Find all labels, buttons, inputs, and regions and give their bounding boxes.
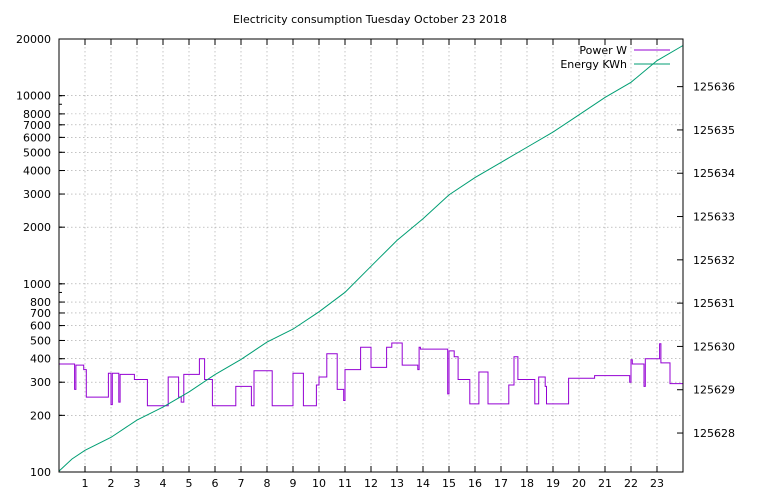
x-tick-label: 11 — [338, 477, 352, 490]
x-tick-label: 16 — [468, 477, 482, 490]
y-left-tick-label: 300 — [30, 376, 51, 389]
x-tick-label: 1 — [82, 477, 89, 490]
legend-label-energy: Energy KWh — [560, 58, 627, 71]
x-tick-label: 23 — [650, 477, 664, 490]
series-line-power-w — [59, 342, 683, 407]
x-tick-label: 2 — [108, 477, 115, 490]
y-right-tick-label: 125629 — [693, 384, 735, 397]
x-tick-label: 8 — [264, 477, 271, 490]
x-tick-label: 3 — [134, 477, 141, 490]
y-left-tick-label: 100 — [30, 466, 51, 479]
x-tick-label: 22 — [624, 477, 638, 490]
y-left-tick-label: 4000 — [23, 165, 51, 178]
x-tick-label: 6 — [212, 477, 219, 490]
series-line-energy-kwh — [58, 45, 684, 472]
legend: Power W Energy KWh — [560, 44, 670, 71]
y-left-tick-label: 3000 — [23, 188, 51, 201]
y-left-tick-label: 700 — [30, 307, 51, 320]
x-tick-label: 10 — [312, 477, 326, 490]
legend-label-power: Power W — [579, 44, 627, 57]
y-left-tick-label: 6000 — [23, 131, 51, 144]
x-tick-label: 21 — [598, 477, 612, 490]
y-right-tick-label: 125628 — [693, 427, 735, 440]
x-tick-label: 15 — [442, 477, 456, 490]
y-right-tick-label: 125634 — [693, 167, 735, 180]
y-left-tick-label: 8000 — [23, 108, 51, 121]
y-left-tick-label: 20000 — [16, 33, 51, 46]
ticks: 1 2 3 4 5 6 7 8 9 10 11 12 13 14 15 16 17 18 19 20 21 22 23100… — [16, 33, 735, 490]
y-left-tick-label: 600 — [30, 320, 51, 333]
y-left-tick-label: 2000 — [23, 221, 51, 234]
y-left-tick-label: 10000 — [16, 90, 51, 103]
x-tick-label: 17 — [494, 477, 508, 490]
y-right-tick-label: 125631 — [693, 297, 735, 310]
x-tick-label: 9 — [290, 477, 297, 490]
y-right-tick-label: 125633 — [693, 211, 735, 224]
x-tick-label: 4 — [160, 477, 167, 490]
x-tick-label: 19 — [546, 477, 560, 490]
x-tick-label: 20 — [572, 477, 586, 490]
x-tick-label: 5 — [186, 477, 193, 490]
series-group — [58, 45, 684, 472]
y-left-tick-label: 500 — [30, 334, 51, 347]
y-left-tick-label: 200 — [30, 409, 51, 422]
y-left-tick-label: 7000 — [23, 119, 51, 132]
y-right-tick-label: 125636 — [693, 81, 735, 94]
x-tick-label: 7 — [238, 477, 245, 490]
x-tick-label: 18 — [520, 477, 534, 490]
y-left-tick-label: 5000 — [23, 146, 51, 159]
y-right-tick-label: 125632 — [693, 254, 735, 267]
chart-title: Electricity consumption Tuesday October … — [233, 13, 507, 26]
plot-frame — [58, 38, 684, 473]
x-tick-label: 14 — [416, 477, 430, 490]
x-tick-label: 13 — [390, 477, 404, 490]
y-left-tick-label: 400 — [30, 353, 51, 366]
y-right-tick-label: 125635 — [693, 124, 735, 137]
x-tick-label: 12 — [364, 477, 378, 490]
y-left-tick-label: 1000 — [23, 278, 51, 291]
grid — [59, 38, 683, 473]
y-left-tick-label: 800 — [30, 296, 51, 309]
y-right-tick-label: 125630 — [693, 340, 735, 353]
